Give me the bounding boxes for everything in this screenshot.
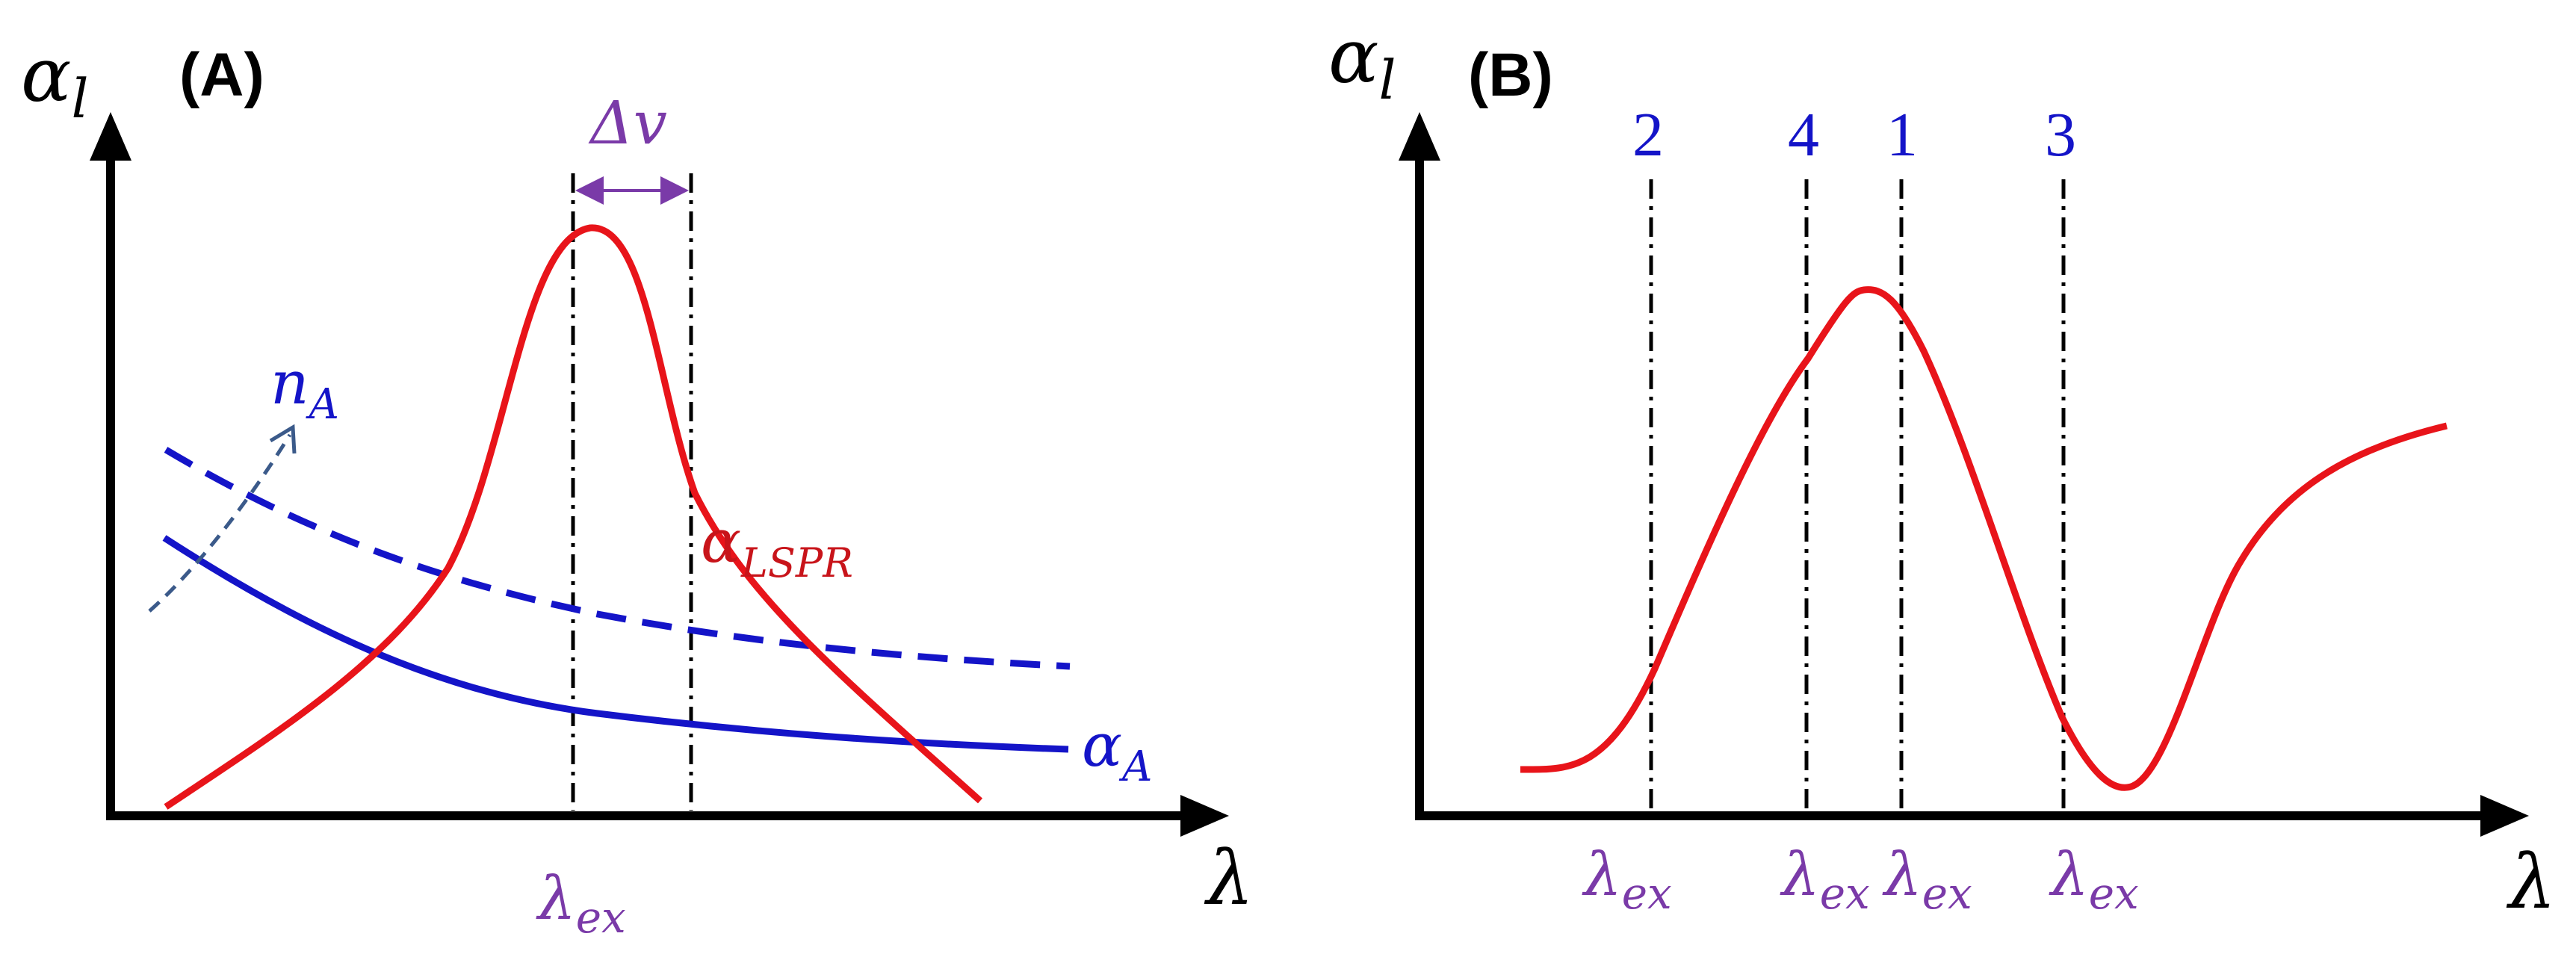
panel-b-marker-number-4: 4 [1788, 100, 1819, 170]
panel-a-lambda-ex-label: λex [536, 864, 626, 943]
panel-a-n-a-arrowhead [269, 424, 297, 454]
panel-a-lspr-curve [164, 224, 983, 810]
panel-a-alpha-a-shifted-curve [164, 447, 1071, 670]
panel-b-label: (B) [1468, 41, 1553, 109]
panel-a-delta-v-label: Δv [588, 88, 667, 158]
panel-b-x-arrowhead [2480, 795, 2529, 837]
panel-b: (B) αl λ 2 4 1 3 λex λex λex λex [1328, 13, 2556, 926]
panel-a: (A) αl λ Δv nA αLSPR αA λex [21, 31, 1254, 943]
panel-a-label: (A) [179, 41, 264, 109]
panel-a-y-axis-label: αl [21, 31, 89, 130]
panel-b-marker-number-1: 1 [1886, 100, 1918, 170]
panel-a-y-arrowhead [90, 112, 131, 161]
panel-b-lambda-ex-label-4: λex [1780, 840, 1870, 919]
panel-b-x-axis-label: λ [2506, 838, 2556, 926]
panel-a-lspr-label: αLSPR [701, 507, 853, 586]
panel-b-lambda-ex-label-2: λex [1582, 840, 1672, 919]
panel-b-marker-number-3: 3 [2045, 100, 2076, 170]
panel-b-y-axis-label: αl [1328, 13, 1396, 111]
panel-a-x-axis-label: λ [1204, 834, 1254, 922]
panel-b-spectrum-curve [1520, 286, 2448, 791]
panel-b-lambda-ex-label-3: λex [2049, 840, 2139, 919]
panel-a-n-a-label: nA [270, 348, 339, 429]
panel-a-alpha-a-label: αA [1082, 710, 1152, 791]
panel-b-y-arrowhead [1399, 112, 1440, 161]
panel-a-x-arrowhead [1180, 795, 1229, 837]
panel-b-lambda-ex-label-1: λex [1882, 840, 1972, 919]
panel-a-delta-v-arrowhead-right [660, 176, 689, 205]
panel-b-marker-number-2: 2 [1632, 100, 1664, 170]
panel-a-n-a-arrow [148, 433, 292, 613]
panel-a-delta-v-arrowhead-left [575, 176, 604, 205]
